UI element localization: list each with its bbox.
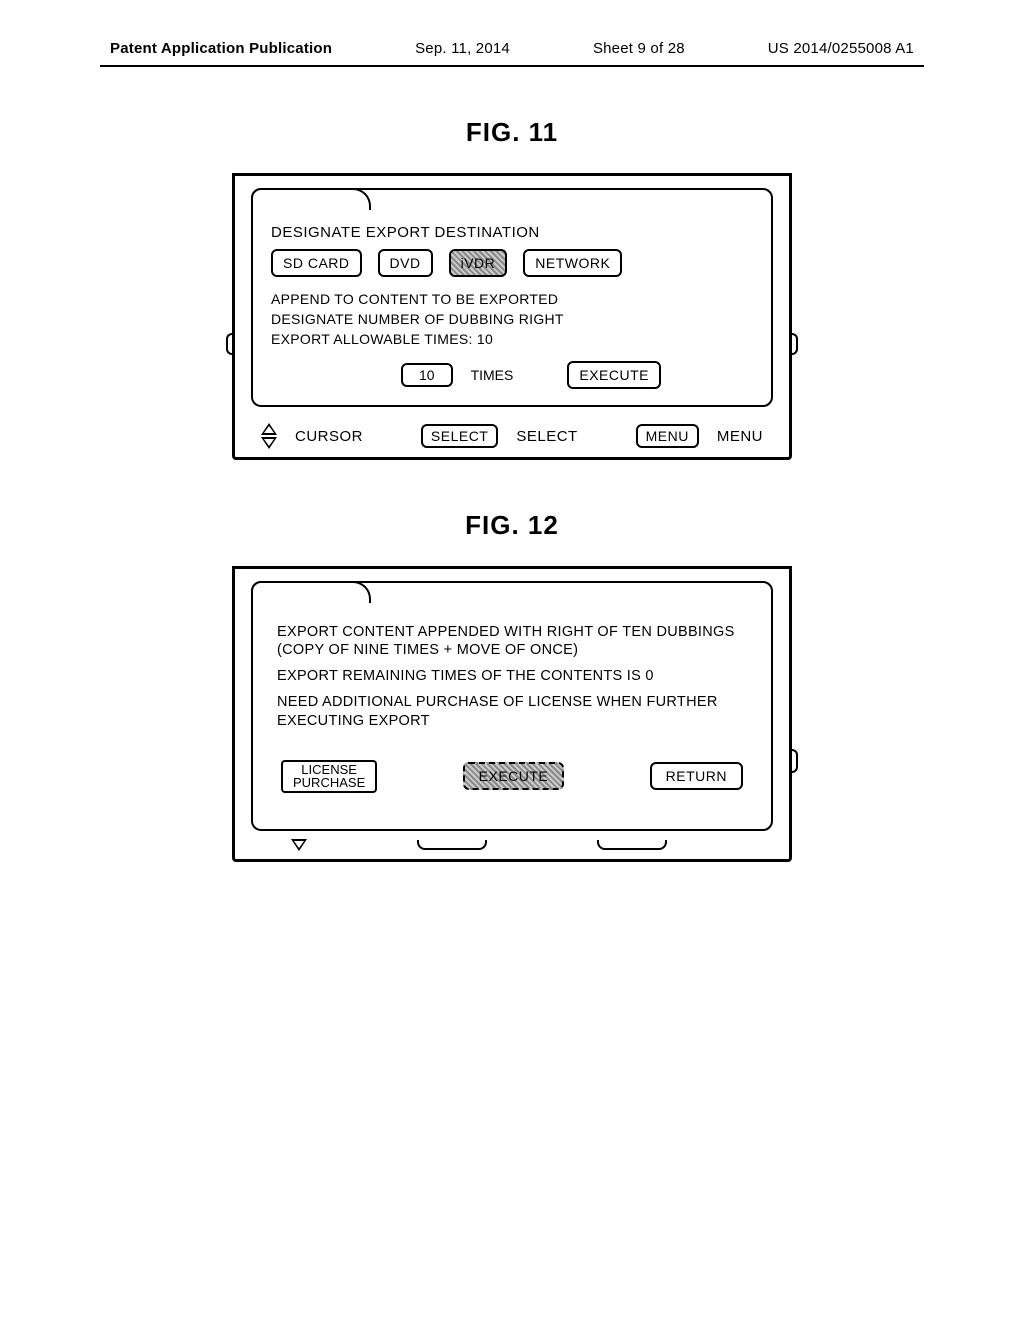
fig12-device: EXPORT CONTENT APPENDED WITH RIGHT OF TE…	[232, 566, 792, 862]
screen-tab-corner-2	[251, 581, 371, 603]
info-line-2: DESIGNATE NUMBER OF DUBBING RIGHT	[271, 311, 753, 327]
times-label: TIMES	[471, 367, 514, 383]
cursor-label: CURSOR	[295, 428, 363, 445]
select-button[interactable]: SELECT	[421, 424, 498, 448]
fig12-msg1: EXPORT CONTENT APPENDED WITH RIGHT OF TE…	[277, 623, 747, 659]
fig12-msg3: NEED ADDITIONAL PURCHASE OF LICENSE WHEN…	[277, 693, 747, 729]
device-nub-left	[226, 333, 232, 355]
device-nub-right	[792, 333, 798, 355]
fig12-execute-button[interactable]: EXECUTE	[463, 762, 565, 790]
license-label-2: PURCHASE	[293, 775, 365, 790]
cursor-arrows-icon	[261, 423, 277, 449]
fig11-screen: DESIGNATE EXPORT DESTINATION SD CARD DVD…	[251, 188, 773, 407]
times-input[interactable]: 10	[401, 363, 453, 387]
option-dvd[interactable]: DVD	[378, 249, 433, 277]
page-header: Patent Application Publication Sep. 11, …	[100, 40, 924, 65]
fig12-action-row: LICENSE PURCHASE EXECUTE RETURN	[277, 760, 747, 793]
menu-button[interactable]: MENU	[636, 424, 699, 448]
fig11-title: FIG. 11	[100, 117, 924, 148]
option-ivdr[interactable]: iVDR	[449, 249, 508, 277]
dest-label: DESIGNATE EXPORT DESTINATION	[271, 224, 753, 241]
dest-option-row: SD CARD DVD iVDR NETWORK	[271, 249, 753, 277]
device-nub-right-2	[792, 749, 798, 773]
option-network[interactable]: NETWORK	[523, 249, 622, 277]
option-sdcard[interactable]: SD CARD	[271, 249, 362, 277]
license-purchase-button[interactable]: LICENSE PURCHASE	[281, 760, 377, 793]
fig12-bottom-stubs	[251, 839, 773, 851]
header-rule	[100, 65, 924, 67]
header-pubno: US 2014/0255008 A1	[768, 40, 914, 57]
stub-2	[597, 840, 667, 850]
select-label: SELECT	[516, 428, 577, 445]
execute-row: 10 TIMES EXECUTE	[401, 361, 753, 389]
header-publication: Patent Application Publication	[110, 40, 332, 57]
fig11-controls: CURSOR SELECT SELECT MENU MENU	[251, 423, 773, 449]
header-date: Sep. 11, 2014	[415, 40, 510, 57]
return-button[interactable]: RETURN	[650, 762, 743, 790]
header-sheet: Sheet 9 of 28	[593, 40, 685, 57]
info-line-1: APPEND TO CONTENT TO BE EXPORTED	[271, 291, 753, 307]
stub-1	[417, 840, 487, 850]
screen-tab-corner	[251, 188, 371, 210]
fig11-device: DESIGNATE EXPORT DESTINATION SD CARD DVD…	[232, 173, 792, 460]
info-line-3: EXPORT ALLOWABLE TIMES: 10	[271, 331, 753, 347]
menu-label: MENU	[717, 428, 763, 445]
fig12-msg2: EXPORT REMAINING TIMES OF THE CONTENTS I…	[277, 667, 747, 685]
fig12-screen: EXPORT CONTENT APPENDED WITH RIGHT OF TE…	[251, 581, 773, 831]
execute-button[interactable]: EXECUTE	[567, 361, 661, 389]
cursor-down-icon	[291, 839, 307, 851]
fig12-title: FIG. 12	[100, 510, 924, 541]
